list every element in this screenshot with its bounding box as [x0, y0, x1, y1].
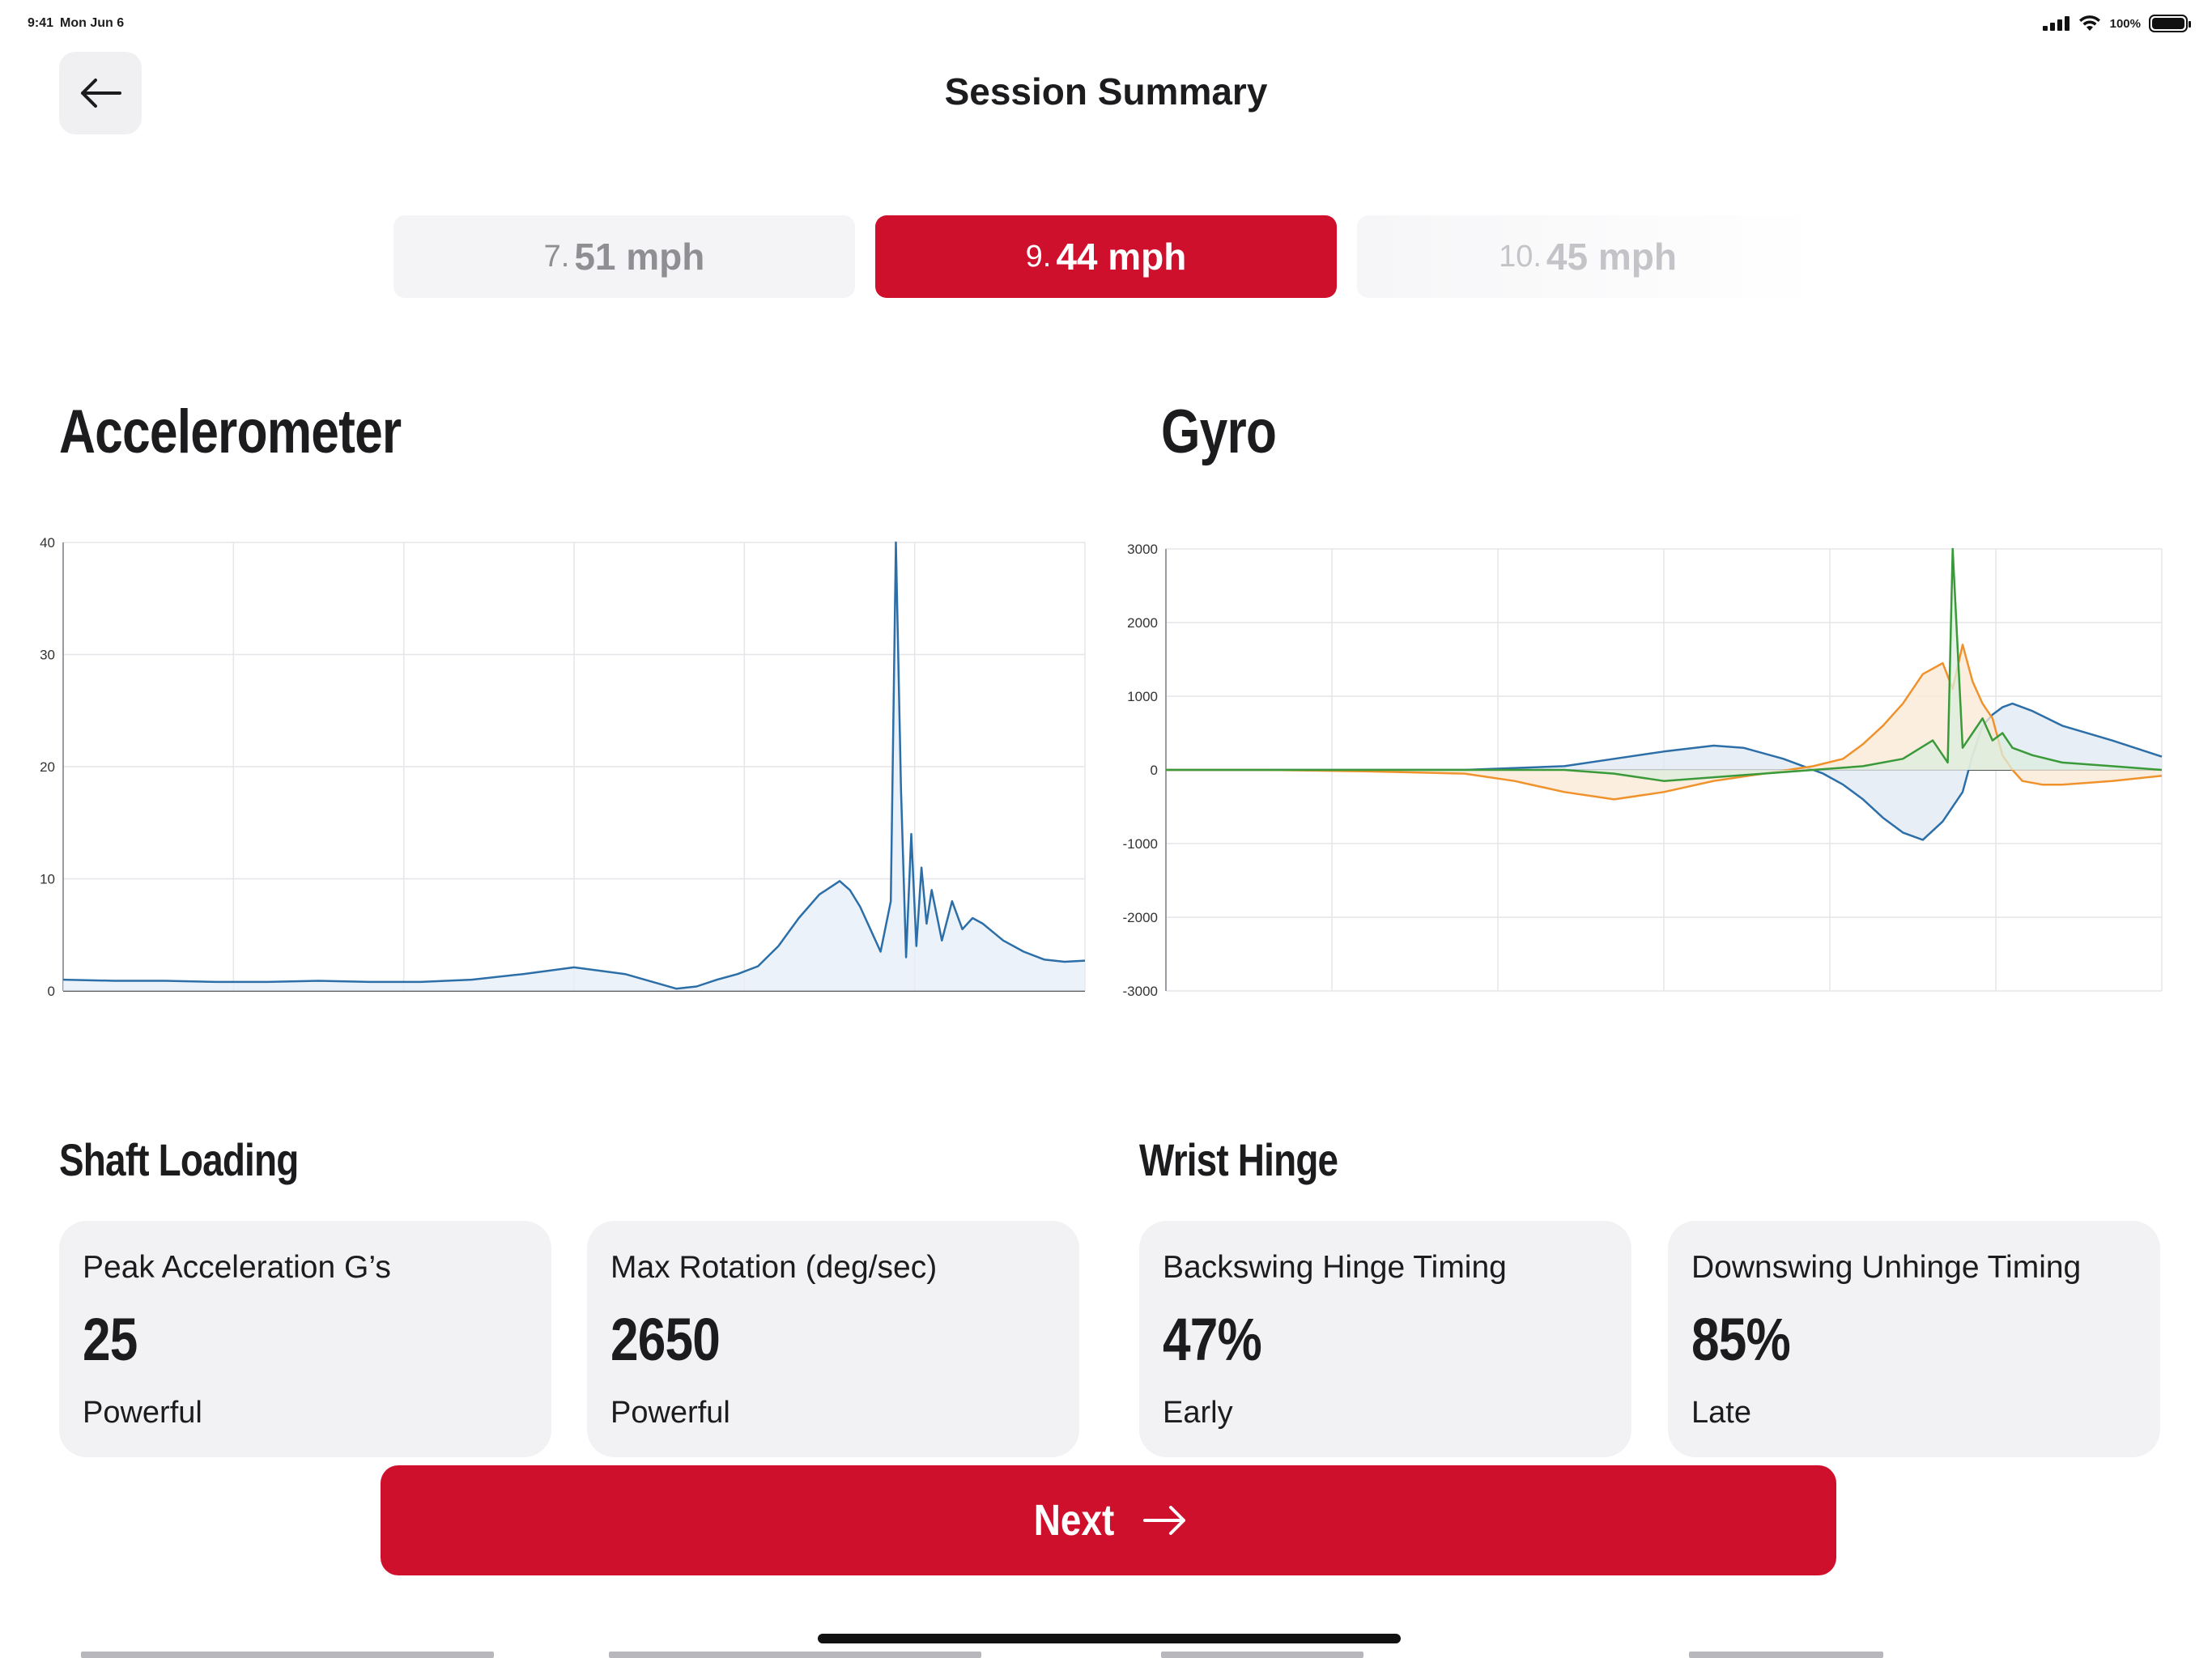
swing-tab-10[interactable]: 10. 45 mph: [1357, 215, 1819, 298]
y-tick-label: 1000: [1127, 689, 1158, 704]
battery-percent: 100%: [2109, 16, 2141, 31]
arrow-right-icon: [1142, 1506, 1185, 1535]
metric-card-peak-acceleration: Peak Acceleration G’s 25 Powerful: [59, 1221, 551, 1457]
swing-speed: 45 mph: [1546, 236, 1677, 278]
next-button-label: Next: [1034, 1496, 1115, 1545]
metric-rating: Late: [1691, 1396, 1751, 1430]
metric-rating: Early: [1163, 1396, 1233, 1430]
swing-number: 9.: [1025, 239, 1052, 274]
metric-label: Max Rotation (deg/sec): [610, 1250, 938, 1285]
series-line-0: [62, 541, 1086, 990]
y-tick-label: -3000: [1123, 984, 1158, 999]
metric-label: Downswing Unhinge Timing: [1691, 1250, 2082, 1285]
status-date: Mon Jun 6: [60, 16, 125, 30]
arrow-left-icon: [81, 79, 121, 108]
peek-text: [609, 1652, 981, 1658]
y-tick-label: 0: [48, 984, 55, 999]
metric-value: 2650: [610, 1306, 721, 1373]
y-tick-label: 3000: [1127, 542, 1158, 557]
swing-speed: 51 mph: [574, 236, 705, 278]
status-bar: 9:41 Mon Jun 6 100%: [0, 0, 2212, 40]
peek-text: [1689, 1652, 1883, 1658]
metric-rating: Powerful: [610, 1396, 730, 1430]
peek-text: [1161, 1652, 1363, 1658]
y-tick-label: 20: [40, 759, 55, 775]
series-area-0: [1166, 704, 2162, 840]
series-line-2: [1166, 547, 2163, 782]
y-tick-label: 40: [40, 535, 55, 551]
swing-tab-9[interactable]: 9. 44 mph: [875, 215, 1337, 298]
swing-number: 10.: [1499, 239, 1542, 274]
metric-card-max-rotation: Max Rotation (deg/sec) 2650 Powerful: [587, 1221, 1079, 1457]
y-tick-label: -2000: [1123, 910, 1158, 925]
status-indicators: 100%: [2042, 11, 2191, 36]
swing-tab-7[interactable]: 7. 51 mph: [393, 215, 855, 298]
page-title: Session Summary: [944, 70, 1268, 113]
swing-speed: 44 mph: [1056, 236, 1187, 278]
y-tick-label: 0: [1151, 763, 1158, 778]
next-button[interactable]: Next: [381, 1465, 1836, 1575]
series-line-1: [1166, 644, 2163, 801]
y-tick-label: 30: [40, 648, 55, 663]
metric-label: Backswing Hinge Timing: [1163, 1250, 1507, 1285]
swing-number: 7.: [543, 239, 570, 274]
accelerometer-chart: 0 10 20 30 40: [40, 535, 1086, 999]
peek-text: [81, 1652, 494, 1658]
swing-selector: 7. 51 mph 9. 44 mph 10. 45 mph: [393, 215, 1819, 298]
metric-value: 25: [83, 1306, 138, 1373]
cellular-signal-icon: [2042, 16, 2069, 31]
home-indicator: [818, 1634, 1401, 1643]
accelerometer-title: Accelerometer: [59, 397, 402, 466]
y-tick-label: 2000: [1127, 615, 1158, 631]
metric-rating: Powerful: [83, 1396, 202, 1430]
metric-value: 85%: [1691, 1306, 1791, 1373]
battery-icon: [2149, 15, 2191, 32]
metric-card-downswing-unhinge: Downswing Unhinge Timing 85% Late: [1668, 1221, 2160, 1457]
series-area-0: [63, 542, 1085, 991]
gyro-chart: 3000 2000 1000 0 -1000 -2000 -3000: [1123, 542, 2163, 999]
wifi-icon: [2078, 15, 2100, 31]
metric-card-backswing-hinge: Backswing Hinge Timing 47% Early: [1139, 1221, 1631, 1457]
metric-label: Peak Acceleration G’s: [83, 1250, 391, 1285]
back-button[interactable]: [59, 52, 142, 134]
wrist-hinge-title: Wrist Hinge: [1139, 1134, 1338, 1185]
series-line-0: [1166, 702, 2163, 841]
status-time: 9:41: [28, 16, 54, 30]
metric-value: 47%: [1163, 1306, 1262, 1373]
y-tick-label: 10: [40, 872, 55, 887]
shaft-loading-title: Shaft Loading: [59, 1134, 299, 1185]
y-tick-label: -1000: [1123, 836, 1158, 852]
gyro-title: Gyro: [1161, 397, 1277, 466]
